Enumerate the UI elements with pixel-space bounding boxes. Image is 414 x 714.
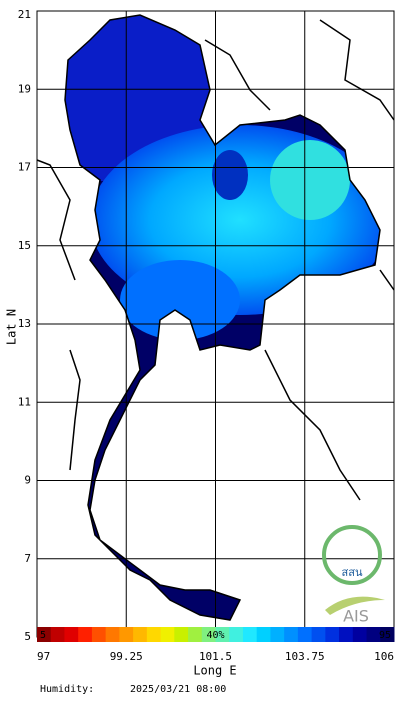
- colorbar: 5 40% 95: [37, 627, 395, 642]
- colorbar-swatch: [201, 627, 216, 642]
- colorbar-swatch: [146, 627, 162, 642]
- colorbar-swatch: [352, 627, 368, 642]
- y-axis-label: Lat N: [5, 309, 19, 345]
- y-tick-label: 21: [18, 8, 31, 21]
- colorbar-swatch: [325, 627, 340, 642]
- x-axis-label: Long E: [193, 664, 236, 678]
- colorbar-label: 5: [40, 630, 46, 641]
- colorbar-swatch: [311, 627, 326, 642]
- y-tick-label: 11: [18, 395, 31, 408]
- logo-text: สสน: [342, 566, 363, 579]
- colorbar-swatch: [91, 627, 107, 642]
- y-tick-label: 7: [24, 552, 31, 565]
- colorbar-swatch: [37, 627, 52, 642]
- colorbar-swatch: [119, 627, 134, 642]
- logo-text: AIS: [343, 607, 369, 626]
- colorbar-swatch: [78, 627, 93, 642]
- colorbar-swatch: [380, 627, 395, 642]
- logo-swoosh: [325, 596, 385, 615]
- x-tick-label: 99.25: [110, 650, 143, 663]
- y-tick-label: 19: [18, 82, 31, 95]
- timestamp: 2025/03/21 08:00: [130, 684, 226, 695]
- y-tick-label: 13: [18, 317, 31, 330]
- y-tick-label: 5: [24, 630, 31, 643]
- colorbar-swatch: [366, 627, 381, 642]
- colorbar-swatch: [256, 627, 271, 642]
- colorbar-swatch: [133, 627, 148, 642]
- colorbar-swatch: [242, 627, 258, 642]
- colorbar-swatch: [339, 627, 354, 642]
- y-tick-label: 9: [24, 474, 31, 487]
- colorbar-swatch: [188, 627, 203, 642]
- x-tick-label: 97: [37, 650, 50, 663]
- colorbar-swatch: [297, 627, 313, 642]
- colorbar-swatch: [105, 627, 120, 642]
- colorbar-swatch: [215, 627, 230, 642]
- colorbar-swatch: [174, 627, 189, 642]
- colorbar-swatch: [50, 627, 65, 642]
- colorbar-swatch: [284, 627, 299, 642]
- x-tick-label: 103.75: [285, 650, 325, 663]
- colorbar-label: 40%: [206, 630, 224, 641]
- y-tick-label: 17: [18, 161, 31, 174]
- colorbar-swatch: [270, 627, 285, 642]
- y-tick-label: 15: [18, 239, 31, 252]
- colorbar-swatch: [229, 627, 244, 642]
- colorbar-swatch: [160, 627, 175, 642]
- colorbar-label: 95: [379, 630, 391, 641]
- x-tick-label: 101.5: [199, 650, 232, 663]
- logo-ring: [322, 525, 382, 585]
- x-tick-label: 106: [374, 650, 394, 663]
- neighbor-border: [36, 19, 395, 501]
- colorbar-swatch: [64, 627, 79, 642]
- variable-label: Humidity:: [40, 684, 94, 695]
